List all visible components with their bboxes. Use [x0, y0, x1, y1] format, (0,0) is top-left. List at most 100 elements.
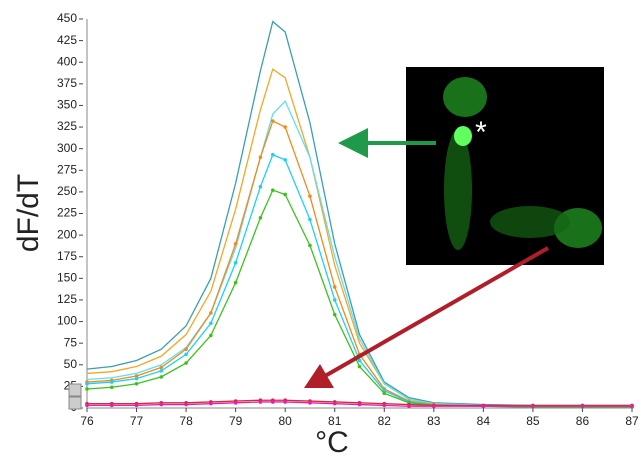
larva-body-2	[490, 206, 570, 238]
data-point	[407, 404, 411, 409]
data-point	[357, 402, 362, 407]
series-line	[87, 401, 632, 407]
x-tick-label: 80	[279, 414, 293, 428]
data-point	[357, 364, 362, 369]
x-tick-label: 78	[179, 414, 193, 428]
data-point	[283, 192, 287, 197]
y-tick-label: 200	[57, 227, 77, 241]
y-tick-label: 75	[64, 335, 78, 349]
x-axis-title: °C	[315, 426, 349, 458]
data-point	[481, 404, 486, 409]
data-point	[159, 365, 164, 370]
data-point	[308, 194, 312, 199]
series-line	[86, 20, 632, 407]
data-point	[332, 285, 337, 289]
y-tick-label: 100	[57, 314, 77, 328]
arrows	[304, 128, 549, 388]
x-tick-label: 77	[130, 414, 144, 428]
y-tick-label: 400	[57, 54, 77, 68]
zoom-button[interactable]	[68, 383, 82, 397]
y-tick-label: 275	[57, 162, 77, 176]
y-axis-title: dF/dT	[12, 174, 45, 252]
data-point	[233, 401, 238, 405]
data-point	[258, 155, 263, 160]
data-point	[209, 333, 213, 338]
plot-area: 0255075100125150175200225250275300325350…	[57, 11, 639, 428]
data-point	[270, 400, 275, 404]
series-line	[87, 399, 632, 407]
larva-head	[443, 77, 487, 117]
data-point	[209, 321, 213, 326]
data-point	[332, 312, 337, 317]
data-point	[308, 401, 312, 405]
data-point	[308, 217, 312, 222]
x-tick-label: 84	[477, 414, 491, 428]
asterisk-annotation: *	[475, 116, 487, 149]
data-point	[159, 375, 164, 379]
x-tick-label: 83	[427, 414, 441, 428]
heart-signal	[454, 126, 472, 146]
x-tick-label: 79	[229, 414, 243, 428]
x-tick-label: 85	[526, 414, 540, 428]
data-point	[270, 188, 275, 192]
y-tick-label: 325	[57, 119, 77, 133]
data-point	[270, 119, 275, 123]
y-tick-label: 50	[64, 357, 78, 371]
larva-body	[444, 130, 472, 250]
y-tick-label: 150	[57, 271, 77, 285]
data-point	[184, 352, 188, 357]
y-tick-label: 250	[57, 184, 77, 198]
data-point	[134, 374, 139, 378]
data-point	[630, 404, 634, 409]
data-point	[209, 311, 213, 315]
y-tick-label: 450	[57, 11, 77, 25]
inset-image: *	[406, 67, 604, 265]
y-tick-label: 375	[57, 76, 77, 90]
y-tick-label: 175	[57, 249, 77, 263]
y-tick-label: 350	[57, 98, 77, 112]
data-point	[134, 376, 139, 381]
data-point	[209, 401, 213, 406]
x-tick-label: 82	[378, 414, 392, 428]
data-point	[258, 184, 263, 189]
data-point	[270, 152, 275, 157]
x-tick-label: 76	[80, 414, 94, 428]
data-point	[357, 358, 362, 363]
data-point	[85, 403, 89, 408]
green-arrowhead	[338, 128, 368, 158]
data-point	[382, 403, 387, 408]
pan-button[interactable]	[68, 396, 82, 410]
toolbar[interactable]	[68, 383, 82, 410]
data-point	[233, 241, 238, 246]
data-point	[580, 404, 585, 409]
data-point	[184, 347, 188, 352]
y-tick-label: 300	[57, 141, 77, 155]
red-arrowhead	[304, 364, 334, 388]
data-point	[134, 381, 139, 386]
data-point	[233, 280, 238, 285]
data-point	[283, 125, 287, 129]
data-point	[233, 260, 238, 265]
data-point	[109, 403, 114, 408]
y-tick-label: 125	[57, 292, 77, 306]
data-point	[382, 391, 387, 396]
data-point	[531, 404, 535, 409]
data-point	[432, 404, 436, 409]
data-point	[283, 158, 287, 162]
y-tick-label: 425	[57, 33, 77, 47]
data-point	[258, 400, 263, 404]
x-tick-label: 86	[576, 414, 590, 428]
data-point	[332, 298, 337, 302]
red-arrow	[324, 246, 549, 378]
data-point	[184, 402, 188, 407]
y-tick-label: 225	[57, 206, 77, 220]
data-point	[109, 380, 114, 384]
data-point	[258, 216, 263, 220]
data-point	[184, 361, 188, 365]
data-point	[134, 403, 139, 408]
data-point	[85, 381, 89, 386]
x-tick-label: 81	[328, 414, 342, 428]
data-point	[332, 401, 337, 406]
data-point	[85, 387, 89, 391]
